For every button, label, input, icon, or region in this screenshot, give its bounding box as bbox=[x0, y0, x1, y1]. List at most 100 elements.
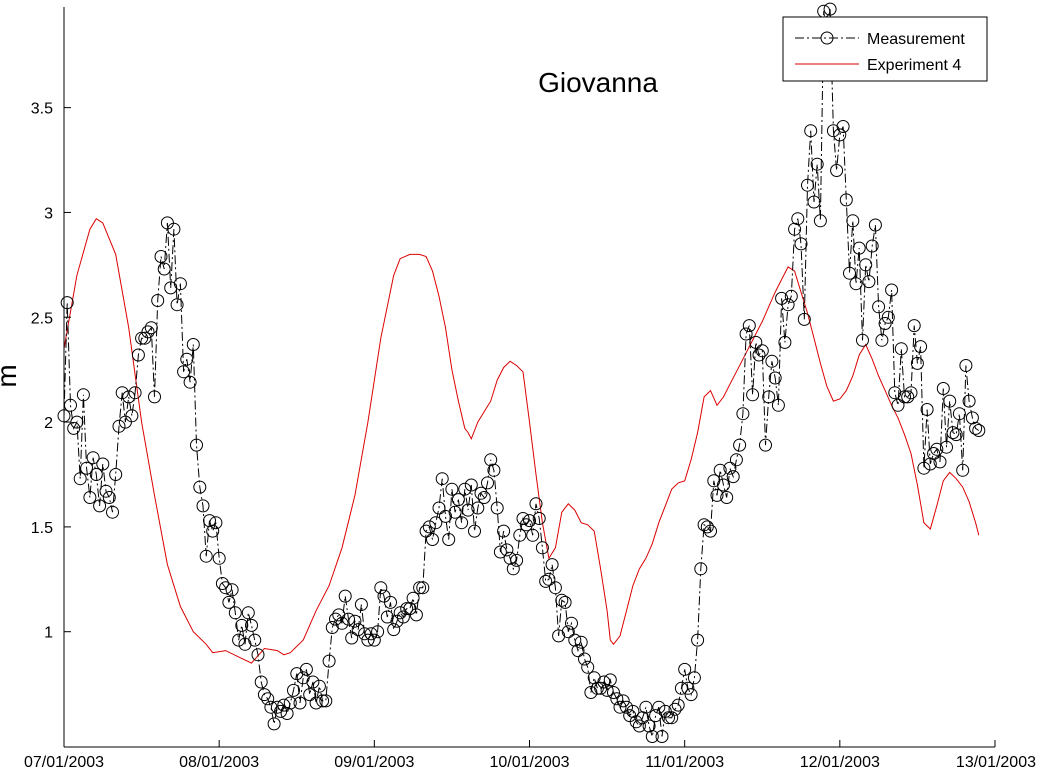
data-point-measurement bbox=[561, 625, 575, 639]
data-point-measurement bbox=[519, 518, 533, 532]
data-point-measurement bbox=[387, 623, 401, 637]
data-point-measurement bbox=[413, 581, 427, 595]
data-point-measurement bbox=[497, 524, 511, 538]
data-point-measurement bbox=[558, 595, 572, 609]
data-point-measurement bbox=[225, 583, 239, 597]
data-point-measurement bbox=[422, 520, 436, 534]
data-point-measurement bbox=[914, 340, 928, 354]
data-point-measurement bbox=[464, 478, 478, 492]
data-point-measurement bbox=[435, 472, 449, 486]
data-point-measurement bbox=[151, 294, 165, 307]
data-point-measurement bbox=[726, 470, 740, 484]
data-point-measurement bbox=[500, 543, 514, 557]
data-point-measurement bbox=[177, 365, 191, 379]
data-point-measurement bbox=[400, 602, 414, 616]
data-point-measurement bbox=[83, 491, 97, 504]
data-point-measurement bbox=[671, 698, 685, 712]
data-point-measurement bbox=[668, 702, 682, 716]
data-point-measurement bbox=[603, 673, 617, 687]
data-point-measurement bbox=[125, 409, 139, 423]
data-point-measurement bbox=[613, 700, 627, 714]
data-point-measurement bbox=[112, 419, 126, 433]
data-point-measurement bbox=[396, 610, 410, 624]
data-point-measurement bbox=[390, 614, 404, 628]
data-point-measurement bbox=[768, 371, 782, 385]
data-point-measurement bbox=[212, 551, 226, 565]
data-point-measurement bbox=[940, 440, 953, 454]
series-experiment-4 bbox=[63, 218, 980, 664]
data-point-measurement bbox=[581, 660, 595, 674]
data-point-measurement bbox=[219, 581, 233, 595]
data-point-measurement bbox=[917, 461, 931, 475]
data-point-measurement bbox=[367, 633, 381, 647]
data-point-measurement bbox=[545, 558, 559, 572]
data-point-measurement bbox=[959, 359, 973, 372]
data-point-measurement bbox=[949, 428, 963, 442]
data-point-measurement bbox=[555, 593, 569, 607]
data-point-measurement bbox=[742, 319, 756, 333]
x-tick-label: 11/01/2003 bbox=[645, 754, 724, 769]
data-point-measurement bbox=[778, 335, 792, 349]
data-point-measurement bbox=[474, 486, 488, 500]
data-point-measurement bbox=[322, 654, 336, 668]
data-point-measurement bbox=[432, 501, 446, 515]
data-point-measurement bbox=[510, 553, 524, 567]
data-point-measurement bbox=[936, 382, 950, 395]
data-point-measurement bbox=[681, 681, 695, 695]
data-point-measurement bbox=[856, 333, 869, 347]
data-point-measurement bbox=[691, 633, 705, 647]
data-point-measurement bbox=[235, 618, 249, 632]
data-point-measurement bbox=[348, 614, 362, 628]
data-point-measurement bbox=[904, 386, 918, 400]
data-point-measurement bbox=[804, 124, 818, 138]
chart-title: Giovanna bbox=[538, 67, 658, 98]
data-point-measurement bbox=[523, 514, 536, 528]
data-point-measurement bbox=[723, 461, 737, 475]
data-point-measurement bbox=[183, 375, 197, 389]
data-point-measurement bbox=[490, 501, 504, 515]
data-point-measurement bbox=[293, 696, 307, 710]
data-point-measurement bbox=[901, 390, 915, 404]
data-point-measurement bbox=[836, 120, 850, 133]
data-point-measurement bbox=[794, 237, 808, 251]
data-point-measurement bbox=[384, 595, 397, 609]
data-point-measurement bbox=[704, 524, 717, 538]
data-point-measurement bbox=[969, 421, 983, 435]
data-point-measurement bbox=[629, 715, 643, 729]
data-point-measurement bbox=[455, 516, 469, 530]
data-point-measurement bbox=[739, 327, 753, 341]
data-point-measurement bbox=[154, 250, 168, 263]
data-point-measurement bbox=[345, 631, 359, 645]
data-point-measurement bbox=[354, 598, 368, 611]
data-point-measurement bbox=[894, 342, 908, 356]
data-point-measurement bbox=[574, 635, 588, 649]
data-point-measurement bbox=[364, 627, 378, 641]
y-ticks: 1 1.5 2 2.5 3 3.5 bbox=[31, 101, 71, 642]
x-tick-label: 09/01/2003 bbox=[334, 754, 414, 769]
data-point-measurement bbox=[952, 407, 966, 421]
data-point-measurement bbox=[312, 679, 326, 693]
series-measurement bbox=[57, 2, 986, 743]
data-point-measurement bbox=[771, 398, 785, 412]
data-point-measurement bbox=[616, 694, 630, 708]
data-point-measurement bbox=[784, 289, 798, 303]
data-point-measurement bbox=[131, 348, 145, 362]
data-point-measurement bbox=[823, 2, 837, 16]
data-point-measurement bbox=[755, 344, 769, 358]
data-point-measurement bbox=[458, 482, 472, 496]
data-point-measurement bbox=[442, 533, 456, 546]
series-line-experiment-4 bbox=[63, 218, 980, 664]
data-point-measurement bbox=[862, 275, 876, 289]
data-point-measurement bbox=[632, 719, 646, 733]
data-point-measurement bbox=[597, 675, 611, 689]
data-point-measurement bbox=[797, 312, 811, 326]
data-point-measurement bbox=[872, 300, 886, 314]
x-tick-label: 07/01/2003 bbox=[24, 754, 104, 769]
x-tick-label: 10/01/2003 bbox=[489, 754, 569, 769]
data-point-measurement bbox=[839, 193, 853, 207]
data-point-measurement bbox=[167, 222, 181, 236]
data-point-measurement bbox=[859, 258, 873, 272]
data-point-measurement bbox=[513, 528, 527, 542]
data-point-measurement bbox=[972, 424, 986, 437]
y-tick-label: 1 bbox=[44, 625, 53, 642]
